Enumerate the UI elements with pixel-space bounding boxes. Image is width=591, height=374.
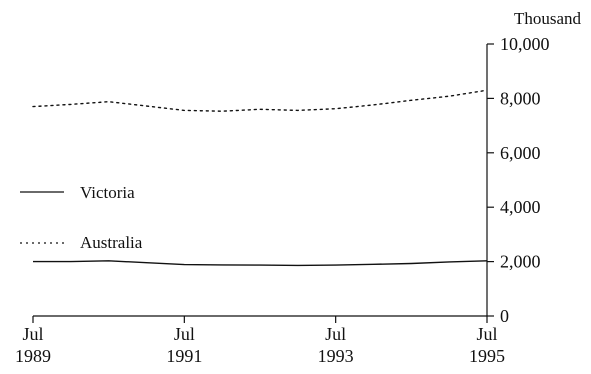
plot-area [32,89,488,267]
legend: Victoria Australia [20,183,143,252]
series-line-victoria [33,260,488,267]
y-tick-label: 0 [500,306,509,326]
y-tick-label: 2,000 [500,252,541,272]
x-tick-label-year: 1989 [15,346,51,366]
x-tick-label-year: 1995 [469,346,505,366]
y-axis-unit-label: Thousand [514,9,582,28]
legend-label-victoria: Victoria [80,183,135,202]
y-tick-label: 8,000 [500,88,541,108]
x-tick-label-month: Jul [174,324,195,344]
x-tick-label-month: Jul [476,324,497,344]
axes: 02,0004,0006,0008,00010,000Jul1989Jul199… [15,34,550,366]
y-tick-label: 4,000 [500,197,541,217]
x-tick-label-year: 1991 [166,346,202,366]
series-line-australia [32,89,488,112]
x-tick-label-month: Jul [22,324,43,344]
x-tick-label-year: 1993 [318,346,354,366]
legend-label-australia: Australia [80,233,143,252]
x-tick-label-month: Jul [325,324,346,344]
y-tick-label: 10,000 [500,34,550,54]
y-tick-label: 6,000 [500,143,541,163]
